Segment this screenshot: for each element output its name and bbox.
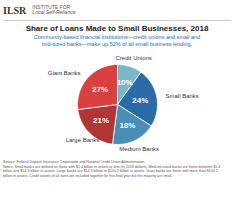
svg-text:Small Banks: Small Banks xyxy=(165,93,198,99)
html-text:Local Self-Reliance: Local Self-Reliance xyxy=(32,9,76,15)
svg-text:27%: 27% xyxy=(92,85,108,94)
html-text:Community-based financial inst: Community-based financial institutions—c… xyxy=(33,34,201,48)
svg-text:18%: 18% xyxy=(119,121,135,130)
html-text:Share of Loans Made to Small B: Share of Loans Made to Small Businesses,… xyxy=(25,24,209,33)
svg-text:Medium Banks: Medium Banks xyxy=(119,147,159,153)
html-text:ILSR: ILSR xyxy=(3,4,27,16)
svg-text:10%: 10% xyxy=(117,78,133,87)
svg-text:24%: 24% xyxy=(132,96,148,105)
svg-text:21%: 21% xyxy=(93,117,109,126)
svg-text:Giant Banks: Giant Banks xyxy=(48,70,81,76)
svg-text:Large Banks: Large Banks xyxy=(66,137,100,143)
html-text:Source: Federal Deposit Insura: Source: Federal Deposit Insurance Corpor… xyxy=(3,160,221,178)
svg-text:Credit Unions: Credit Unions xyxy=(116,55,152,61)
html-text:INSTITUTE FOR: INSTITUTE FOR xyxy=(32,3,71,10)
